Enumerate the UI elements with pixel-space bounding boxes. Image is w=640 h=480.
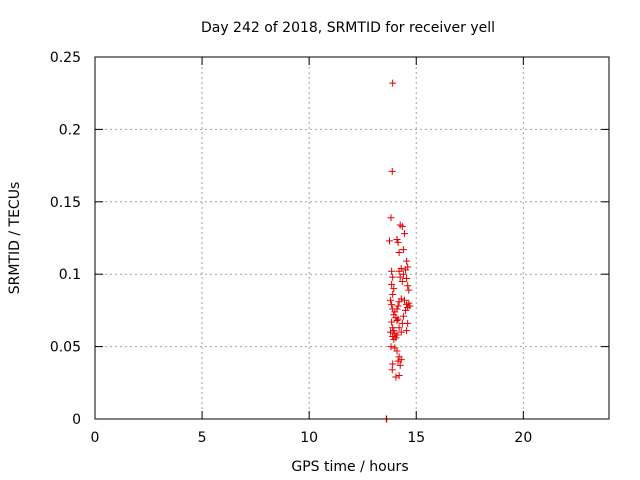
data-points (382, 79, 414, 423)
y-tick-label: 0 (72, 412, 81, 428)
data-point (387, 214, 395, 222)
data-point (394, 238, 402, 246)
y-tick-label: 0.1 (59, 267, 81, 283)
data-point (389, 273, 397, 281)
data-point (404, 282, 412, 290)
data-point (403, 257, 411, 265)
y-tick-label: 0.25 (50, 50, 81, 66)
data-point (387, 328, 395, 336)
data-point (392, 314, 400, 322)
data-point (385, 237, 393, 245)
y-axis-label: SRMTID / TECUs (7, 182, 23, 295)
y-tick-labels: 0 0.05 0.1 0.15 0.2 0.25 (50, 50, 81, 428)
data-point (395, 324, 403, 332)
data-point (389, 79, 397, 87)
data-point (405, 286, 413, 294)
data-point (402, 266, 410, 274)
data-point (400, 230, 408, 238)
data-point (389, 324, 397, 332)
chart-title: Day 242 of 2018, SRMTID for receiver yel… (201, 20, 495, 36)
data-point (405, 299, 413, 307)
data-point (394, 302, 402, 310)
data-point (388, 267, 396, 275)
data-point (396, 273, 404, 281)
axis-ticks (94, 56, 609, 420)
data-point (393, 317, 401, 325)
x-tick-label: 10 (300, 430, 318, 446)
grid-lines (95, 57, 609, 419)
data-point (394, 357, 402, 365)
data-point (388, 301, 396, 309)
y-tick-label: 0.2 (59, 122, 81, 138)
x-axis-label: GPS time / hours (291, 459, 408, 475)
data-point (396, 361, 404, 369)
data-point (392, 334, 400, 342)
data-point (400, 296, 408, 304)
data-point (398, 222, 406, 230)
data-point (395, 372, 403, 380)
data-point (397, 356, 405, 364)
data-point (393, 235, 401, 243)
data-point (399, 312, 407, 320)
x-tick-label: 0 (91, 430, 100, 446)
data-point (390, 327, 398, 335)
data-point (399, 270, 407, 278)
y-tick-label: 0.15 (50, 195, 81, 211)
data-point (387, 343, 395, 351)
data-point (399, 246, 407, 254)
data-point (389, 332, 397, 340)
plot-area-border (94, 56, 610, 420)
data-point (393, 347, 401, 355)
x-tick-label: 20 (514, 430, 532, 446)
x-tick-label: 15 (407, 430, 425, 446)
data-point (393, 331, 401, 339)
data-point (404, 319, 412, 327)
data-point (388, 167, 396, 175)
data-point (388, 318, 396, 326)
data-point (389, 290, 397, 298)
data-point (390, 285, 398, 293)
data-point (406, 302, 414, 310)
data-point (397, 328, 405, 336)
data-point (402, 306, 410, 314)
data-point (395, 248, 403, 256)
data-point (393, 305, 401, 313)
data-point (387, 296, 395, 304)
y-tick-label: 0.05 (50, 340, 81, 356)
x-tick-labels: 0 5 10 15 20 (91, 430, 533, 446)
data-point (392, 373, 400, 381)
data-point (395, 267, 403, 275)
x-tick-label: 5 (198, 430, 207, 446)
data-point (403, 327, 411, 335)
data-point (388, 280, 396, 288)
data-point (398, 277, 406, 285)
data-point (403, 275, 411, 283)
data-point (388, 366, 396, 374)
data-point (395, 298, 403, 306)
